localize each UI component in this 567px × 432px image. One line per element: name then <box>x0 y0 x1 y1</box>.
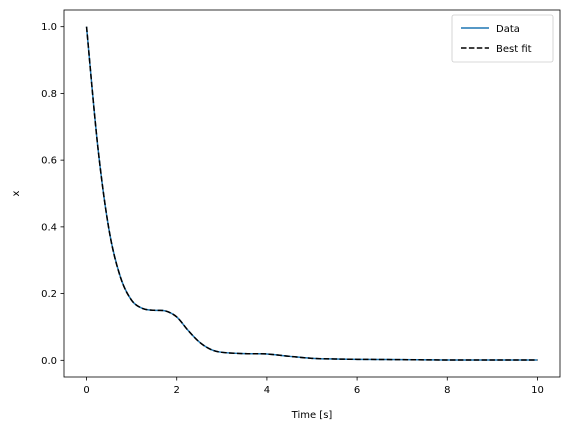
y-tick-label: 0.6 <box>41 156 57 167</box>
y-tick-label: 0.8 <box>41 89 57 100</box>
legend: Data Best fit <box>451 14 554 63</box>
y-tick-label: 0.0 <box>41 356 57 367</box>
legend-frame <box>451 14 554 63</box>
ticks-group: 0 2 4 6 8 10 0.0 0.2 0.4 0.6 0.8 1.0 <box>41 22 544 396</box>
series-line-best-fit <box>85 26 538 361</box>
y-tick-label: 0.2 <box>41 289 57 300</box>
legend-label-data: Data <box>496 24 520 35</box>
x-tick-label: 2 <box>174 385 180 396</box>
x-tick-label: 8 <box>444 385 450 396</box>
plot-area-frame <box>63 9 561 378</box>
y-tick-label: 0.4 <box>41 222 57 233</box>
x-tick-label: 10 <box>531 385 544 396</box>
y-axis-label: x <box>11 190 22 196</box>
x-tick-label: 0 <box>83 385 89 396</box>
x-tick-label: 6 <box>354 385 360 396</box>
x-axis-label: Time [s] <box>291 410 333 421</box>
x-tick-label: 4 <box>264 385 270 396</box>
legend-label-best-fit: Best fit <box>496 44 532 55</box>
y-tick-label: 1.0 <box>41 22 57 33</box>
series-group <box>85 26 538 361</box>
